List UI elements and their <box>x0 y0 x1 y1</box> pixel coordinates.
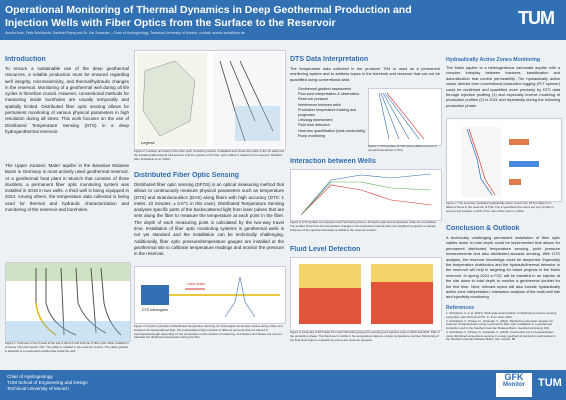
section-heading: Conclusion & Outlook <box>446 225 520 232</box>
section-heading: Distributed Fiber Optic Sensing <box>134 172 240 179</box>
figure-caption: Figure 1: Overview of the 6 wells at the… <box>5 342 129 353</box>
paragraph: A technically challenging permanent inst… <box>446 235 560 300</box>
paragraph: The temperature data collected in the pr… <box>290 66 440 82</box>
tum-logo: TUM <box>538 377 562 389</box>
section-heading: DTS Data Interpretation <box>290 56 369 63</box>
footer-line: Chair of Hydrogeology <box>7 374 53 379</box>
bullet: Pump monitoring <box>298 134 368 139</box>
bullet: Heat loss quantification (heat conductiv… <box>298 129 368 134</box>
footer-text: Chair of Hydrogeology TUM School of Engi… <box>7 374 88 393</box>
bullet: Lithology assessment <box>298 118 368 123</box>
figure-wells <box>5 262 131 342</box>
tum-logo: TUM <box>518 8 554 28</box>
section-heading: Introduction <box>5 56 46 63</box>
logo-text: GFK <box>504 373 524 382</box>
footer-line: Technical University of Munich <box>7 386 69 392</box>
figure-map: Legend <box>134 50 286 150</box>
paragraph: The Upper Jurassic 'Malm' aquifer in the… <box>5 163 129 213</box>
reference: 3. Schölderle, F., Pfrang, D., Zosseder,… <box>446 329 556 342</box>
figure-caption: Figure 2: Location and setup of the fibe… <box>134 150 284 161</box>
figure-caption: Figure 7: The inversely modelled hydraul… <box>446 202 554 213</box>
section-heading: Fluid Level Detection <box>290 246 361 253</box>
bullet-list: Geothermal gradient assessment Flow zone… <box>292 87 368 139</box>
gfk-logo: GFK Monitor <box>496 373 532 397</box>
figure-flow-zones <box>446 118 562 202</box>
section-heading: Interaction between Wells <box>290 158 376 165</box>
figure-dts-principle: DTS Interrogator Laser pulse <box>134 266 286 324</box>
bullet: Geothermal gradient assessment <box>298 87 368 92</box>
figure-dts-profiles <box>368 88 442 146</box>
section-heading: Hydraulically Active Zones Monitoring <box>446 57 541 63</box>
reference: 2. Schölderle, F., Pfrang, D., Zosseder,… <box>446 318 554 331</box>
figure-caption: Figure 5: DTS profiles of production wel… <box>290 221 437 232</box>
figure-label: DTS Interrogator <box>142 308 169 312</box>
logo-text: Monitor <box>503 382 525 389</box>
paragraph: The Malm aquifer is a heterogeneous carb… <box>446 65 560 108</box>
title-line: Injection Wells with Fiber Optics from t… <box>5 16 336 29</box>
paragraph: To ensure a sustainable use of the deep … <box>5 66 129 134</box>
footer-line: TUM School of Engineering and Design <box>7 380 88 386</box>
reference-list: 1. Schölderle, F. et al. (2021): Well-sc… <box>446 312 560 368</box>
figure-fluid-level <box>290 257 442 331</box>
bullet: Flow zone interpretation & observation <box>298 92 368 97</box>
figure-label: Laser pulse <box>187 282 205 286</box>
bullet: Production temperature tracking and prog… <box>298 108 368 118</box>
figure-caption: Figure 4: DTS profiles of TH4 during dif… <box>368 145 437 152</box>
bullet: Fluid level detection <box>298 123 368 128</box>
figure-caption: Figure 6: Heat plot of DTS data from wel… <box>290 331 440 342</box>
authors: Aurelio Anto, Felix Schölderle, Daniela … <box>5 31 245 35</box>
title-line: Operational Monitoring of Thermal Dynami… <box>5 4 412 16</box>
figure-caption: Figure 3: Function principle of Distribu… <box>134 325 283 340</box>
bullet: Interference between wells <box>298 103 368 108</box>
figure-interaction <box>290 169 442 221</box>
section-heading: References <box>446 305 474 311</box>
paragraph: Distributed fiber optic sensing (DFOS) i… <box>134 182 284 257</box>
reference: 1. Schölderle, F. et al. (2021): Well-sc… <box>446 312 557 319</box>
bullet: Reservoir pressure <box>298 97 368 102</box>
footer-band <box>0 370 566 400</box>
legend-label: Legend <box>141 140 154 145</box>
title: Operational Monitoring of Thermal Dynami… <box>5 4 505 29</box>
header-band <box>0 0 566 40</box>
